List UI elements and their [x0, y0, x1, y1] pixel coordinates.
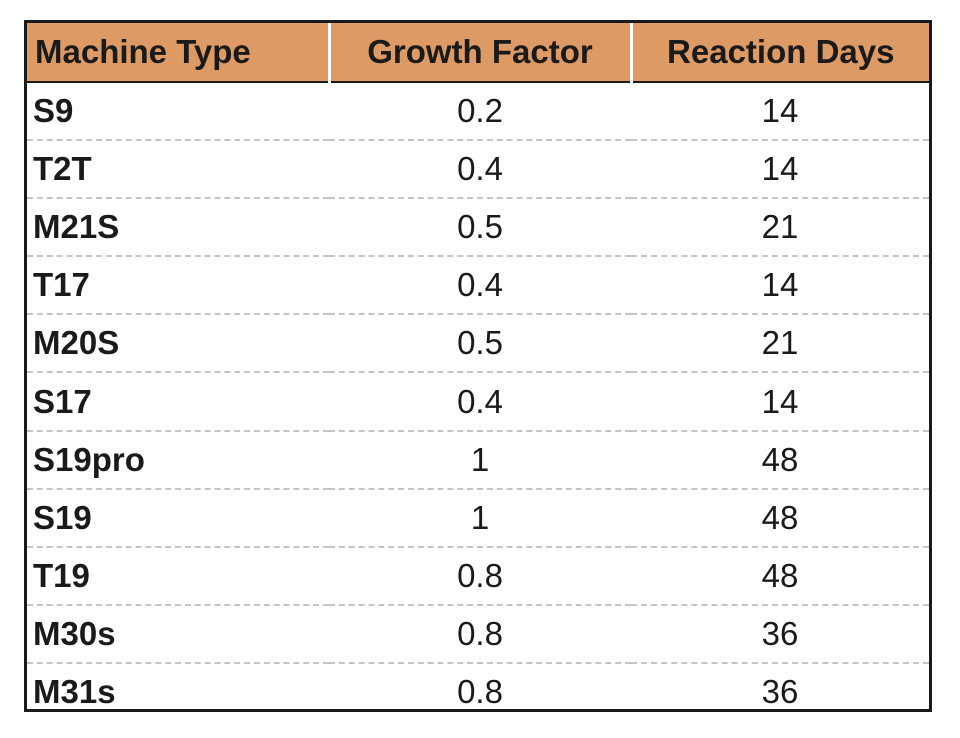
table-row: S9 0.2 14 — [27, 82, 929, 142]
reaction-days-cell: 14 — [631, 82, 929, 142]
machine-type-cell: M30s — [27, 604, 329, 664]
reaction-days-cell: 14 — [631, 140, 929, 200]
table-body: S9 0.2 14 T2T 0.4 14 M21S 0.5 21 T17 0.4 14 M20S 0.5 2… — [27, 82, 929, 720]
growth-factor-cell: 0.8 — [329, 546, 631, 606]
machine-table-frame: Machine Type Growth Factor Reaction Days… — [24, 20, 932, 712]
growth-factor-cell: 0.4 — [329, 372, 631, 432]
header-row: Machine Type Growth Factor Reaction Days — [27, 23, 929, 83]
growth-factor-cell: 0.4 — [329, 256, 631, 316]
growth-factor-cell: 0.5 — [329, 198, 631, 258]
growth-factor-cell: 1 — [329, 488, 631, 548]
reaction-days-cell: 21 — [631, 198, 929, 258]
machine-table: Machine Type Growth Factor Reaction Days… — [27, 23, 929, 720]
table-row: M30s 0.8 36 — [27, 604, 929, 664]
reaction-days-cell: 48 — [631, 546, 929, 606]
reaction-days-cell: 36 — [631, 604, 929, 664]
table-row: M20S 0.5 21 — [27, 314, 929, 374]
table-header: Machine Type Growth Factor Reaction Days — [27, 23, 929, 83]
machine-type-cell: M20S — [27, 314, 329, 374]
growth-factor-cell: 0.4 — [329, 140, 631, 200]
growth-factor-cell: 0.5 — [329, 314, 631, 374]
machine-type-cell: T2T — [27, 140, 329, 200]
table-row: S19pro 1 48 — [27, 430, 929, 490]
table-row: T2T 0.4 14 — [27, 140, 929, 200]
machine-type-cell: S17 — [27, 372, 329, 432]
growth-factor-cell: 0.2 — [329, 82, 631, 142]
growth-factor-cell: 0.8 — [329, 604, 631, 664]
machine-type-cell: S19pro — [27, 430, 329, 490]
machine-type-cell: T17 — [27, 256, 329, 316]
table-row: T19 0.8 48 — [27, 546, 929, 606]
reaction-days-cell: 14 — [631, 372, 929, 432]
table-row: M31s 0.8 36 — [27, 663, 929, 720]
table-row: S17 0.4 14 — [27, 372, 929, 432]
column-header-growth-factor: Growth Factor — [327, 23, 631, 83]
growth-factor-cell: 1 — [329, 430, 631, 490]
growth-factor-cell: 0.8 — [457, 672, 503, 710]
machine-type-cell: T19 — [27, 546, 329, 606]
reaction-days-cell: 14 — [631, 256, 929, 316]
table-row: T17 0.4 14 — [27, 256, 929, 316]
reaction-days-cell: 21 — [631, 314, 929, 374]
column-header-reaction-days: Reaction Days — [629, 23, 929, 83]
machine-type-cell: M31s — [33, 672, 116, 710]
table-row: M21S 0.5 21 — [27, 198, 929, 258]
reaction-days-cell: 48 — [631, 430, 929, 490]
machine-type-cell: S9 — [27, 82, 329, 142]
table-row: S19 1 48 — [27, 488, 929, 548]
machine-type-cell: M21S — [27, 198, 329, 258]
machine-type-cell: S19 — [27, 488, 329, 548]
reaction-days-cell: 36 — [761, 672, 799, 710]
column-header-machine-type: Machine Type — [27, 23, 329, 83]
reaction-days-cell: 48 — [631, 488, 929, 548]
